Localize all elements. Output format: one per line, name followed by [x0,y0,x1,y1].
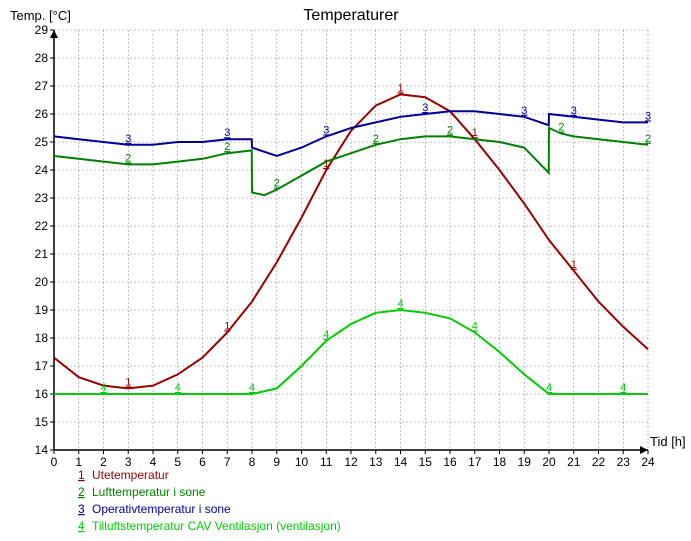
x-tick-label: 0 [51,455,58,469]
legend-marker: 2 [78,485,85,499]
series-marker-label: 3 [422,102,428,114]
series-marker-label: 4 [620,382,626,394]
x-tick-label: 16 [443,455,457,469]
x-tick-label: 4 [150,455,157,469]
series-marker-label: 1 [571,259,577,271]
y-tick-label: 21 [35,247,49,261]
series-marker-label: 3 [323,124,329,136]
series-marker-label: 4 [323,329,329,341]
series-marker-label: 3 [571,105,577,117]
x-tick-label: 5 [174,455,181,469]
series-marker-label: 3 [224,127,230,139]
x-tick-label: 13 [369,455,383,469]
series-marker-label: 4 [472,320,478,332]
x-tick-label: 12 [344,455,358,469]
series-marker-label: 2 [125,152,131,164]
x-tick-label: 19 [518,455,532,469]
series-marker-label: 3 [125,133,131,145]
x-tick-label: 23 [617,455,631,469]
chart-svg: TemperaturerTemp. [°C]Tid [h]14151617181… [0,0,691,541]
x-tick-label: 9 [273,455,280,469]
x-tick-label: 14 [394,455,408,469]
x-tick-label: 3 [125,455,132,469]
x-tick-label: 15 [419,455,433,469]
y-tick-label: 16 [35,387,49,401]
series-marker-label: 2 [224,141,230,153]
x-axis-label: Tid [h] [650,434,686,449]
y-tick-label: 23 [35,191,49,205]
series-marker-label: 3 [521,105,527,117]
legend-marker: 1 [78,468,85,482]
series-marker-label: 2 [645,133,651,145]
x-tick-label: 24 [641,455,655,469]
y-tick-label: 22 [35,219,49,233]
series-marker-label: 4 [546,382,552,394]
x-tick-label: 1 [75,455,82,469]
chart-title: Temperaturer [303,7,399,24]
y-tick-label: 18 [35,331,49,345]
y-tick-label: 19 [35,303,49,317]
series-marker-label: 2 [447,124,453,136]
x-tick-label: 8 [249,455,256,469]
y-tick-label: 14 [35,443,49,457]
x-tick-label: 20 [542,455,556,469]
legend-label: Operativtemperatur i sone [92,502,231,516]
y-tick-label: 25 [35,135,49,149]
x-tick-label: 11 [320,455,333,469]
x-tick-label: 7 [224,455,231,469]
series-marker-label: 3 [645,110,651,122]
x-tick-label: 21 [567,455,581,469]
y-tick-label: 17 [35,359,49,373]
chart-container: TemperaturerTemp. [°C]Tid [h]14151617181… [0,0,691,541]
series-marker-label: 4 [100,382,106,394]
y-tick-label: 28 [35,51,49,65]
x-tick-label: 22 [592,455,606,469]
x-tick-label: 17 [468,455,482,469]
series-marker-label: 4 [175,382,181,394]
x-tick-label: 2 [100,455,107,469]
series-marker-label: 1 [125,376,131,388]
y-tick-label: 24 [35,163,49,177]
legend-label: Tilluftstemperatur CAV Ventilasjon (vent… [92,519,341,533]
series-marker-label: 4 [249,382,255,394]
y-tick-label: 27 [35,79,49,93]
legend-label: Lufttemperatur i sone [92,485,206,499]
series-marker-label: 1 [323,158,329,170]
y-tick-label: 29 [35,23,49,37]
y-tick-label: 20 [35,275,49,289]
series-marker-label: 1 [472,127,478,139]
legend-marker: 3 [78,502,85,516]
y-axis-label: Temp. [°C] [10,8,71,23]
series-marker-label: 1 [397,82,403,94]
x-tick-label: 10 [295,455,309,469]
series-marker-label: 1 [224,320,230,332]
series-marker-label: 2 [558,122,564,134]
series-marker-label: 2 [373,133,379,145]
y-tick-label: 15 [35,415,49,429]
series-marker-label: 2 [274,178,280,190]
legend-label: Utetemperatur [92,468,169,482]
legend-marker: 4 [78,519,85,533]
x-tick-label: 18 [493,455,507,469]
series-marker-label: 4 [397,298,403,310]
x-tick-label: 6 [199,455,206,469]
y-tick-label: 26 [35,107,49,121]
